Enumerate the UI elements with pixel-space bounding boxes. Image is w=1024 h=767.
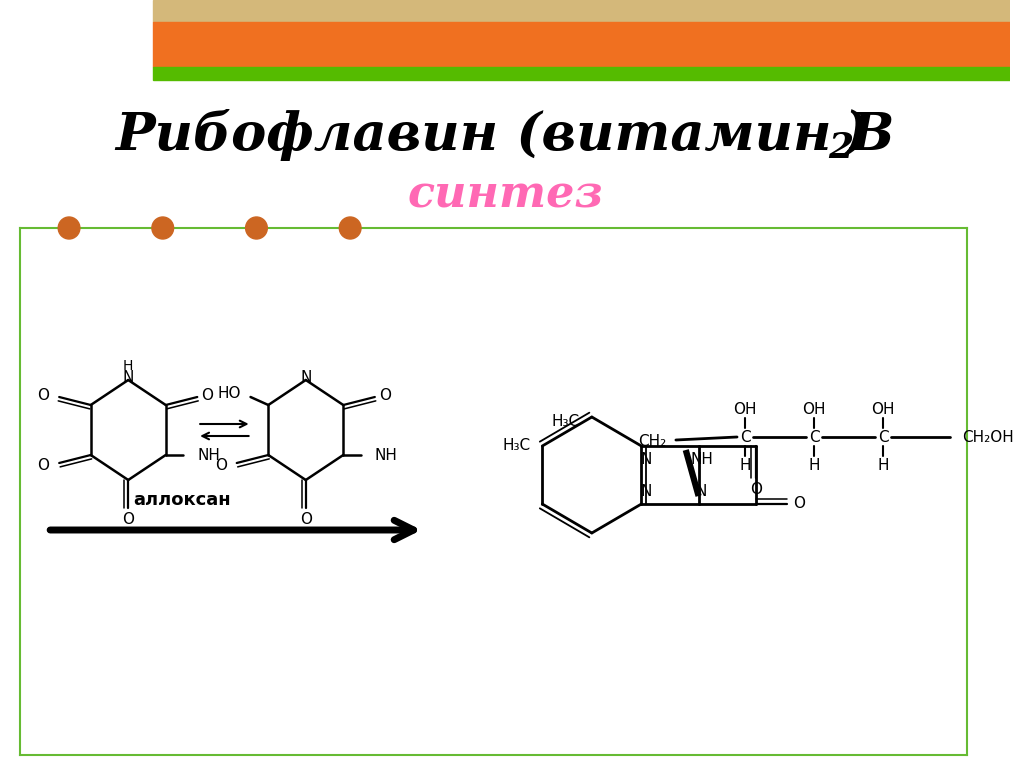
Circle shape: [152, 217, 174, 239]
Text: N: N: [300, 370, 311, 386]
Text: ): ): [845, 110, 869, 160]
Bar: [153, 67, 1010, 80]
Text: H₃C: H₃C: [503, 439, 530, 453]
Text: H: H: [739, 457, 751, 472]
Text: Рибофлавин (витамин В: Рибофлавин (витамин В: [116, 109, 895, 161]
Text: OH: OH: [802, 401, 825, 416]
Text: 2: 2: [828, 131, 854, 165]
Text: H: H: [123, 359, 133, 373]
Text: H: H: [878, 457, 889, 472]
Text: N: N: [641, 453, 652, 468]
Text: H: H: [808, 457, 820, 472]
Text: NH: NH: [690, 453, 713, 468]
Text: CH₂OH: CH₂OH: [962, 430, 1014, 445]
Text: NH: NH: [198, 447, 220, 463]
Text: C: C: [739, 430, 751, 445]
Text: N: N: [641, 485, 652, 499]
Text: синтез: синтез: [408, 173, 603, 216]
Circle shape: [58, 217, 80, 239]
Text: H₃C: H₃C: [552, 414, 580, 430]
Circle shape: [339, 217, 361, 239]
Text: O: O: [379, 387, 391, 403]
Bar: [153, 0, 1010, 22]
Text: N: N: [123, 370, 134, 386]
Text: HO: HO: [217, 386, 241, 400]
Text: CH₂: CH₂: [638, 434, 666, 449]
Text: аллоксан: аллоксан: [134, 491, 231, 509]
Text: NH: NH: [375, 447, 397, 463]
Text: O: O: [37, 387, 49, 403]
Text: N: N: [696, 485, 708, 499]
Text: O: O: [300, 512, 311, 528]
Text: C: C: [878, 430, 889, 445]
Text: O: O: [122, 512, 134, 528]
Circle shape: [246, 217, 267, 239]
Text: O: O: [794, 496, 805, 512]
Text: O: O: [37, 457, 49, 472]
Text: O: O: [201, 387, 213, 403]
Text: O: O: [750, 482, 762, 498]
Text: OH: OH: [733, 401, 757, 416]
Text: C: C: [809, 430, 819, 445]
Bar: [153, 22, 1010, 67]
Text: O: O: [215, 457, 227, 472]
Text: OH: OH: [871, 401, 895, 416]
